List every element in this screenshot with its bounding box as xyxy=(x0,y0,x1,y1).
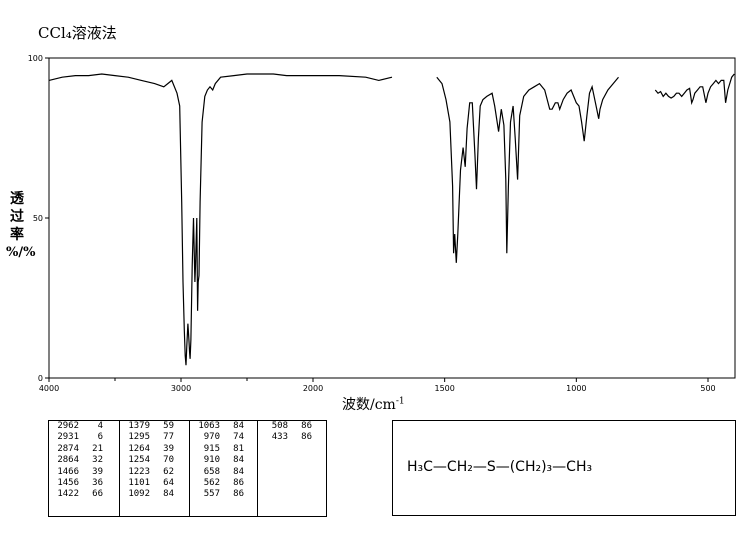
peak-transmittance: 81 xyxy=(233,443,244,454)
peak-row: 1422 66 xyxy=(49,489,119,500)
x-tick-label: 1500 xyxy=(434,384,454,393)
x-tick-label: 500 xyxy=(700,384,715,393)
peak-transmittance: 64 xyxy=(163,477,174,488)
peak-table-column: 1379 59 1295 77 1264 39 1254 70 1223 62 1101 64 1092… xyxy=(119,421,190,516)
peak-transmittance: 4 xyxy=(97,421,103,431)
peak-transmittance: 21 xyxy=(92,443,103,454)
peak-transmittance: 62 xyxy=(163,466,174,477)
peak-row: 508 86 xyxy=(258,421,326,432)
peak-row: 562 86 xyxy=(190,478,258,489)
peak-transmittance: 84 xyxy=(163,489,174,500)
x-tick-label: 2000 xyxy=(303,384,323,393)
peak-row: 1101 64 xyxy=(120,478,190,489)
peak-table: 2962 4 2931 6 2874 21 2864 32 1466 39 1456 36 1422 66… xyxy=(48,420,327,517)
peak-transmittance: 86 xyxy=(233,489,244,500)
peak-wavenumber: 1092 xyxy=(128,489,150,500)
peak-transmittance: 86 xyxy=(233,477,244,488)
peak-row: 1223 62 xyxy=(120,467,190,478)
peak-row: 1295 77 xyxy=(120,432,190,443)
peak-wavenumber: 557 xyxy=(203,489,220,500)
x-tick-label: 3000 xyxy=(171,384,191,393)
peak-wavenumber: 1254 xyxy=(128,455,150,466)
spectrum-segment-1 xyxy=(48,73,393,366)
peak-transmittance: 86 xyxy=(301,421,312,431)
y-axis-label-text: 透过率 xyxy=(10,191,24,243)
peak-wavenumber: 1101 xyxy=(128,477,150,488)
peak-wavenumber: 1422 xyxy=(57,489,79,500)
y-tick-label: 50 xyxy=(33,214,43,223)
y-tick-label: 100 xyxy=(28,54,43,63)
peak-transmittance: 59 xyxy=(163,421,174,431)
peak-row: 2864 32 xyxy=(49,455,119,466)
peak-wavenumber: 1264 xyxy=(128,443,150,454)
peak-transmittance: 74 xyxy=(233,432,244,443)
peak-transmittance: 6 xyxy=(97,432,103,443)
peak-transmittance: 32 xyxy=(92,455,103,466)
peak-row: 1254 70 xyxy=(120,455,190,466)
peak-transmittance: 77 xyxy=(163,432,174,443)
peak-transmittance: 84 xyxy=(233,421,244,431)
spectrum-trace xyxy=(48,73,735,366)
peak-table-column: 1063 84 970 74 915 81 910 84 658 84 562 86 557 86 xyxy=(189,421,258,516)
peak-transmittance: 39 xyxy=(163,443,174,454)
peak-transmittance: 84 xyxy=(233,455,244,466)
peak-row: 1264 39 xyxy=(120,444,190,455)
y-tick-label: 0 xyxy=(38,374,43,383)
peak-wavenumber: 2962 xyxy=(57,421,79,431)
peak-row: 1456 36 xyxy=(49,478,119,489)
x-tick-label: 4000 xyxy=(39,384,59,393)
peak-wavenumber: 1295 xyxy=(128,432,150,443)
peak-row: 658 84 xyxy=(190,467,258,478)
peak-row: 1063 84 xyxy=(190,421,258,432)
peak-transmittance: 66 xyxy=(92,489,103,500)
peak-row: 1379 59 xyxy=(120,421,190,432)
peak-table-column: 2962 4 2931 6 2874 21 2864 32 1466 39 1456 36 1422 66 xyxy=(49,421,119,516)
peak-transmittance: 84 xyxy=(233,466,244,477)
peak-row: 2931 6 xyxy=(49,432,119,443)
spectrum-segment-2 xyxy=(436,76,619,263)
peak-wavenumber: 433 xyxy=(271,432,288,443)
peak-wavenumber: 915 xyxy=(203,443,220,454)
peak-table-column: 508 86 433 86 xyxy=(257,421,326,516)
x-axis-label-text: 波数/cm xyxy=(342,397,396,413)
peak-transmittance: 86 xyxy=(301,432,312,443)
peak-row: 2874 21 xyxy=(49,444,119,455)
peak-row: 2962 4 xyxy=(49,421,119,432)
peak-row: 910 84 xyxy=(190,455,258,466)
peak-transmittance: 36 xyxy=(92,477,103,488)
peak-wavenumber: 1466 xyxy=(57,466,79,477)
peak-row: 970 74 xyxy=(190,432,258,443)
spectrum-segment-3 xyxy=(654,73,735,106)
peak-transmittance: 39 xyxy=(92,466,103,477)
spectrum-title: CCl₄溶液法 xyxy=(38,24,117,42)
y-axis-label: 透过率 %/% xyxy=(6,190,35,262)
plot-frame xyxy=(48,57,736,379)
peak-wavenumber: 2864 xyxy=(57,455,79,466)
peak-row: 557 86 xyxy=(190,489,258,500)
peak-wavenumber: 658 xyxy=(203,466,220,477)
x-ticks: 4000 3000 2000 1500 1000 500 xyxy=(39,378,716,393)
peak-row: 1092 84 xyxy=(120,489,190,500)
peak-transmittance: 70 xyxy=(163,455,174,466)
peak-wavenumber: 508 xyxy=(271,421,288,431)
structure-box: H₃C—CH₂—S—(CH₂)₃—CH₃ xyxy=(392,420,736,516)
peak-row: 433 86 xyxy=(258,432,326,443)
peak-wavenumber: 1223 xyxy=(128,466,150,477)
y-ticks: 100 50 0 xyxy=(28,54,49,383)
x-axis-unit-sup: -1 xyxy=(395,396,405,407)
peak-wavenumber: 562 xyxy=(203,477,220,488)
peak-row: 915 81 xyxy=(190,444,258,455)
peak-wavenumber: 1379 xyxy=(128,421,150,431)
peak-wavenumber: 2931 xyxy=(57,432,79,443)
peak-wavenumber: 910 xyxy=(203,455,220,466)
peak-wavenumber: 1063 xyxy=(198,421,220,431)
x-tick-label: 1000 xyxy=(566,384,586,393)
structure-formula: H₃C—CH₂—S—(CH₂)₃—CH₃ xyxy=(407,459,593,475)
x-axis-label: 波数/cm-1 xyxy=(342,394,405,414)
peak-wavenumber: 1456 xyxy=(57,477,79,488)
peak-wavenumber: 2874 xyxy=(57,443,79,454)
peak-row: 1466 39 xyxy=(49,467,119,478)
peak-wavenumber: 970 xyxy=(203,432,220,443)
